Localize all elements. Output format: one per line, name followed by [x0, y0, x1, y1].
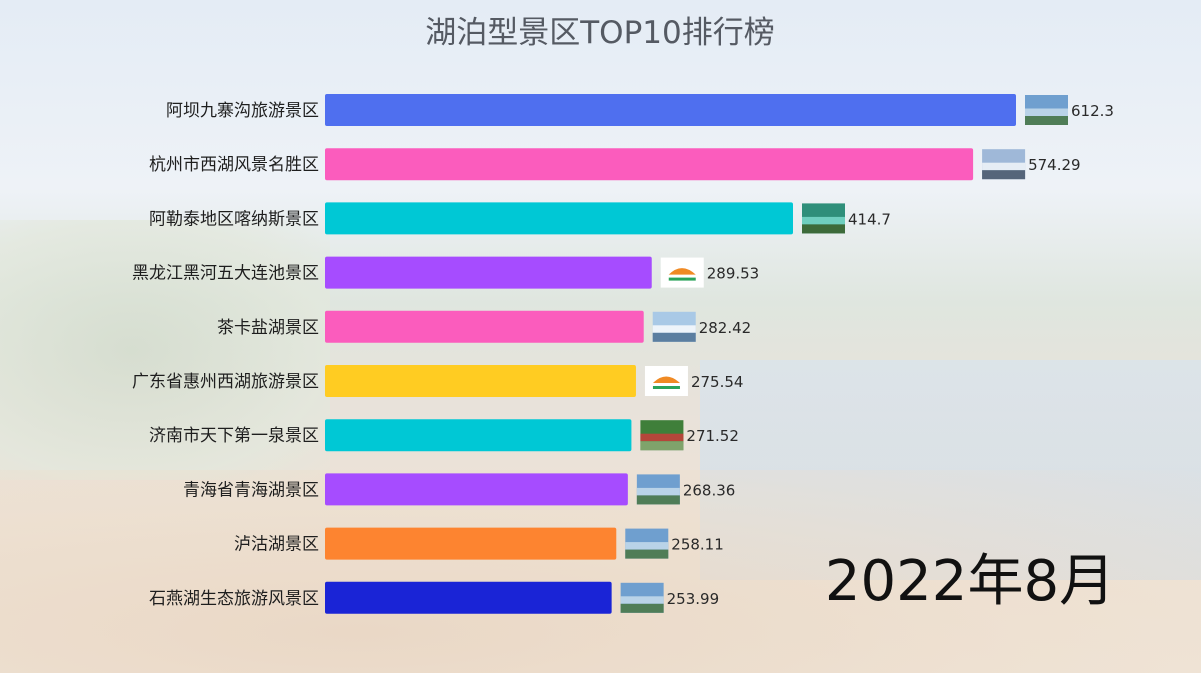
category-label: 阿勒泰地区喀纳斯景区	[149, 209, 319, 229]
thumbnail-lake-photo	[625, 528, 669, 559]
thumbnail-logo	[644, 366, 688, 396]
value-label: 275.54	[691, 373, 744, 391]
bar	[325, 419, 632, 452]
value-label: 289.53	[707, 265, 760, 283]
category-label: 济南市天下第一泉景区	[149, 426, 319, 446]
category-label: 茶卡盐湖景区	[217, 318, 319, 338]
bar	[325, 365, 636, 397]
thumbnail-green-lake-photo	[802, 203, 846, 234]
bar	[325, 581, 612, 614]
chart-title: 湖泊型景区TOP10排行榜	[425, 15, 774, 51]
value-label: 271.52	[686, 427, 739, 445]
bar	[325, 473, 628, 506]
value-label: 414.7	[848, 210, 891, 228]
bar	[325, 527, 617, 560]
bar	[325, 202, 794, 235]
value-label: 612.3	[1071, 102, 1114, 120]
thumbnail-lake-photo	[1025, 95, 1068, 125]
category-label: 石燕湖生态旅游风景区	[149, 589, 319, 609]
bar	[325, 148, 974, 181]
bar	[325, 310, 644, 343]
category-label: 杭州市西湖风景名胜区	[149, 155, 319, 175]
background-trees	[0, 220, 330, 480]
value-label: 253.99	[667, 590, 720, 608]
bar	[325, 94, 1016, 126]
thumbnail-lake-photo	[620, 582, 664, 613]
value-label: 574.29	[1028, 156, 1081, 174]
bar	[325, 256, 652, 289]
value-label: 268.36	[683, 481, 736, 499]
bars-group: 阿坝九寨沟旅游景区 612.3 杭州市西湖风景名胜区 574.29 阿勒泰地区喀纳斯景区…	[132, 94, 1114, 614]
thumbnail-city-lake-photo	[982, 149, 1026, 180]
category-label: 广东省惠州西湖旅游景区	[132, 372, 319, 392]
category-label: 泸沽湖景区	[234, 535, 319, 555]
thumbnail-lake-photo	[636, 474, 680, 505]
period-label: 2022年8月	[825, 549, 1115, 614]
category-label: 阿坝九寨沟旅游景区	[166, 101, 319, 121]
value-label: 258.11	[671, 536, 724, 554]
category-label: 青海省青海湖景区	[183, 480, 319, 500]
thumbnail-garden-photo	[640, 420, 684, 451]
value-label: 282.42	[699, 319, 752, 337]
thumbnail-logo	[660, 257, 704, 288]
category-label: 黑龙江黑河五大连池景区	[132, 264, 319, 284]
thumbnail-salt-lake-photo	[652, 311, 696, 342]
